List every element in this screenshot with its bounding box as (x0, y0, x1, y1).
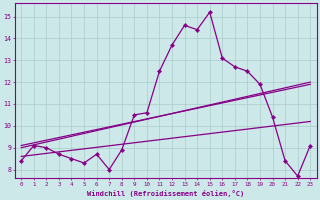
X-axis label: Windchill (Refroidissement éolien,°C): Windchill (Refroidissement éolien,°C) (87, 190, 244, 197)
